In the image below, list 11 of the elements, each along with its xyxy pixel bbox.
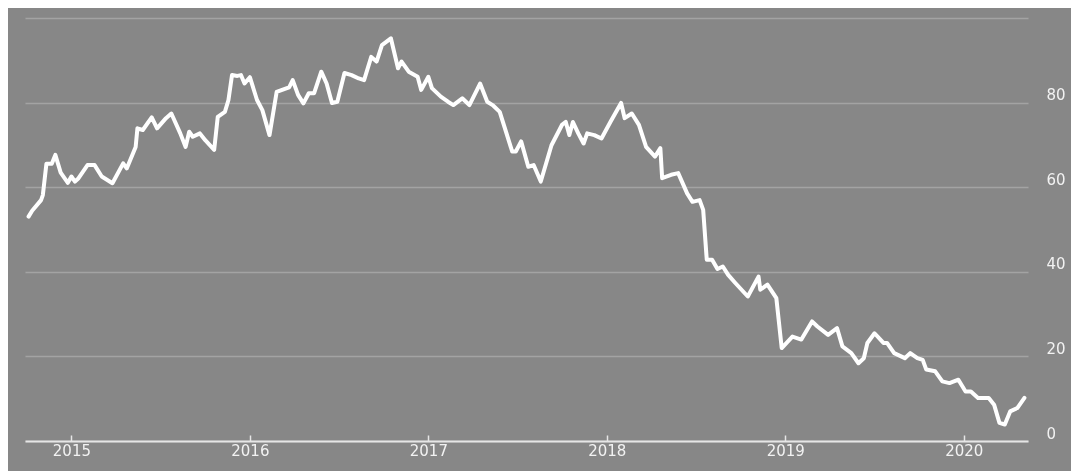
x-tick-label: 2019	[766, 441, 805, 460]
y-tick-label: 40	[1046, 255, 1066, 274]
y-tick-label: 60	[1046, 170, 1066, 189]
x-tick-label: 2018	[588, 441, 627, 460]
x-tick-label: 2020	[945, 441, 984, 460]
x-tick-label: 2017	[409, 441, 448, 460]
y-tick-label: 80	[1046, 86, 1066, 105]
y-tick-label: 20	[1046, 339, 1066, 358]
y-tick-label: 0	[1046, 424, 1057, 443]
x-tick-label: 2015	[52, 441, 91, 460]
x-tick-label: 2016	[231, 441, 270, 460]
